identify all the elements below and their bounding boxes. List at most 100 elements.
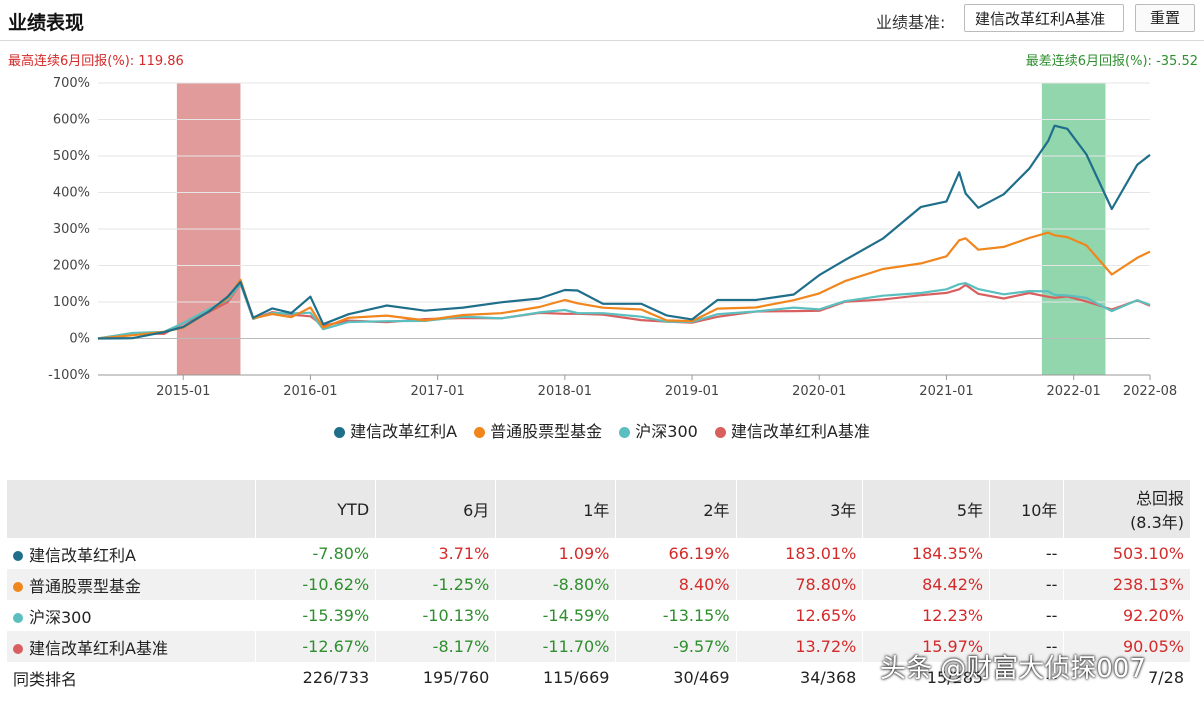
table-cell: -- — [989, 662, 1064, 693]
table-cell: -14.59% — [495, 600, 616, 631]
legend-dot-icon — [714, 427, 726, 438]
col-header-2y: 2年 — [615, 480, 737, 538]
table-cell: -13.15% — [615, 600, 737, 631]
table-cell: -9.57% — [615, 631, 737, 662]
series-lines — [97, 124, 1151, 340]
chart-grid — [98, 82, 1150, 376]
series-dot-icon — [13, 612, 23, 623]
x-tick-label: 2016-01 — [283, 384, 337, 399]
x-tick-label: 2020-01 — [792, 384, 846, 399]
table-cell: 92.20% — [1063, 600, 1190, 631]
worst-6m-label: 最差连续6月回报(%): — [1025, 54, 1152, 69]
page-title: 业绩表现 — [8, 12, 85, 34]
table-cell: -- — [989, 538, 1064, 569]
table-row: 建信改革红利A基准 -12.67% -8.17% -11.70% -9.57% 13.72… — [6, 631, 1190, 662]
table-cell: -- — [989, 600, 1064, 631]
table-cell: -12.67% — [254, 631, 376, 662]
series-dot-icon — [13, 550, 23, 561]
performance-chart[interactable]: 700% 600% 500% 400% 300% 200% 100% 0% -100% 2015… — [0, 70, 1204, 410]
best-6m-value: 119.86 — [138, 54, 184, 69]
col-header-10y: 10年 — [989, 480, 1064, 538]
legend-label: 建信改革红利A — [350, 422, 458, 441]
y-tick-label: 200% — [53, 259, 90, 274]
legend-dot-icon — [619, 427, 631, 438]
table-header-row: YTD 6月 1年 2年 3年 5年 10年 总回报 (8.3年) — [6, 480, 1190, 538]
x-tick-label: 2018-01 — [538, 384, 592, 399]
table-cell: 13.72% — [735, 631, 863, 662]
benchmark-label: 业绩基准: — [876, 13, 946, 32]
row-name: 沪深300 — [6, 600, 256, 631]
table-cell: 184.35% — [862, 538, 990, 569]
table-cell: -7.80% — [254, 538, 376, 569]
y-tick-label: 500% — [53, 149, 90, 164]
table-cell: -10.13% — [375, 600, 496, 631]
legend-label: 建信改革红利A基准 — [730, 422, 870, 441]
table-cell: 78.80% — [735, 569, 863, 600]
row-label: 建信改革红利A基准 — [29, 638, 168, 658]
table-cell: 15.97% — [862, 631, 990, 662]
table-cell: 115/669 — [495, 662, 616, 693]
worst-6m-return: 最差连续6月回报(%): -35.52 — [1026, 50, 1198, 69]
legend-item-bench[interactable]: 建信改革红利A基准 — [714, 418, 870, 442]
table-cell: -10.62% — [254, 569, 376, 600]
table-cell: 12.65% — [735, 600, 863, 631]
series-dot-icon — [13, 581, 23, 592]
table-cell: -8.80% — [495, 569, 616, 600]
legend-label: 普通股票型基金 — [490, 422, 603, 441]
series-line-2 — [97, 282, 1151, 340]
row-label: 同类排名 — [6, 662, 256, 693]
table-row: 沪深300 -15.39% -10.13% -14.59% -13.15% 12.65% 1… — [6, 600, 1190, 631]
y-tick-label: -100% — [48, 368, 90, 383]
total-label: 总回报 — [1135, 489, 1184, 508]
legend-dot-icon — [474, 427, 486, 438]
returns-table: YTD 6月 1年 2年 3年 5年 10年 总回报 (8.3年) 建信改革红利A… — [6, 480, 1190, 693]
table-cell: 90.05% — [1063, 631, 1190, 662]
legend-dot-icon — [334, 427, 346, 438]
table-cell: 34/368 — [735, 662, 863, 693]
table-cell: -- — [989, 569, 1064, 600]
series-line-0 — [97, 124, 1151, 340]
worst-6m-value: -35.52 — [1156, 54, 1198, 69]
table-cell: 238.13% — [1063, 569, 1190, 600]
row-name: 建信改革红利A — [6, 538, 256, 569]
table-cell: 15/285 — [862, 662, 990, 693]
table-cell: 1.09% — [495, 538, 616, 569]
table-cell: -- — [989, 631, 1064, 662]
y-tick-label: 0% — [69, 332, 90, 347]
best-6m-return: 最高连续6月回报(%): 119.86 — [8, 50, 184, 69]
reset-button[interactable]: 重置 — [1135, 4, 1195, 32]
y-tick-label: 300% — [53, 222, 90, 237]
x-tick-label: 2022-01 — [1047, 384, 1101, 399]
header-bar: 业绩表现 业绩基准: 建信改革红利A基准 重置 — [0, 0, 1204, 41]
y-axis: 700% 600% 500% 400% 300% 200% 100% 0% -100% — [48, 76, 90, 383]
row-name: 普通股票型基金 — [6, 569, 256, 600]
legend-item-peer[interactable]: 普通股票型基金 — [474, 418, 602, 442]
legend-label: 沪深300 — [635, 422, 698, 441]
col-header-6m: 6月 — [375, 480, 496, 538]
y-tick-label: 600% — [53, 113, 90, 128]
table-cell: 183.01% — [735, 538, 863, 569]
col-header-1y: 1年 — [495, 480, 616, 538]
col-header-3y: 3年 — [735, 480, 863, 538]
x-tick-label: 2015-01 — [156, 384, 210, 399]
y-tick-label: 100% — [53, 295, 90, 310]
row-label: 建信改革红利A — [29, 545, 136, 565]
y-tick-label: 400% — [53, 186, 90, 201]
chart-legend: 建信改革红利A 普通股票型基金 沪深300 建信改革红利A基准 — [0, 418, 1204, 442]
rank-row: 同类排名 226/733 195/760 115/669 30/469 34/368 15/… — [6, 662, 1190, 693]
table-cell: -11.70% — [495, 631, 616, 662]
table-cell: -8.17% — [375, 631, 496, 662]
table-row: 普通股票型基金 -10.62% -1.25% -8.80% 8.40% 78.80% 84.… — [6, 569, 1190, 600]
row-name: 建信改革红利A基准 — [6, 631, 256, 662]
benchmark-select[interactable]: 建信改革红利A基准 — [964, 4, 1124, 32]
table-cell: 226/733 — [254, 662, 376, 693]
table-cell: -1.25% — [375, 569, 496, 600]
table-cell: 195/760 — [375, 662, 496, 693]
legend-item-fund[interactable]: 建信改革红利A — [334, 418, 457, 442]
x-axis: 2015-01 2016-01 2017-01 2018-01 2019-01 2020-… — [156, 375, 1177, 399]
col-header-name — [6, 480, 256, 538]
table-cell: 66.19% — [615, 538, 737, 569]
table-cell: 12.23% — [862, 600, 990, 631]
legend-item-hs300[interactable]: 沪深300 — [619, 418, 698, 442]
table-row: 建信改革红利A -7.80% 3.71% 1.09% 66.19% 183.01% 184.… — [6, 538, 1190, 569]
